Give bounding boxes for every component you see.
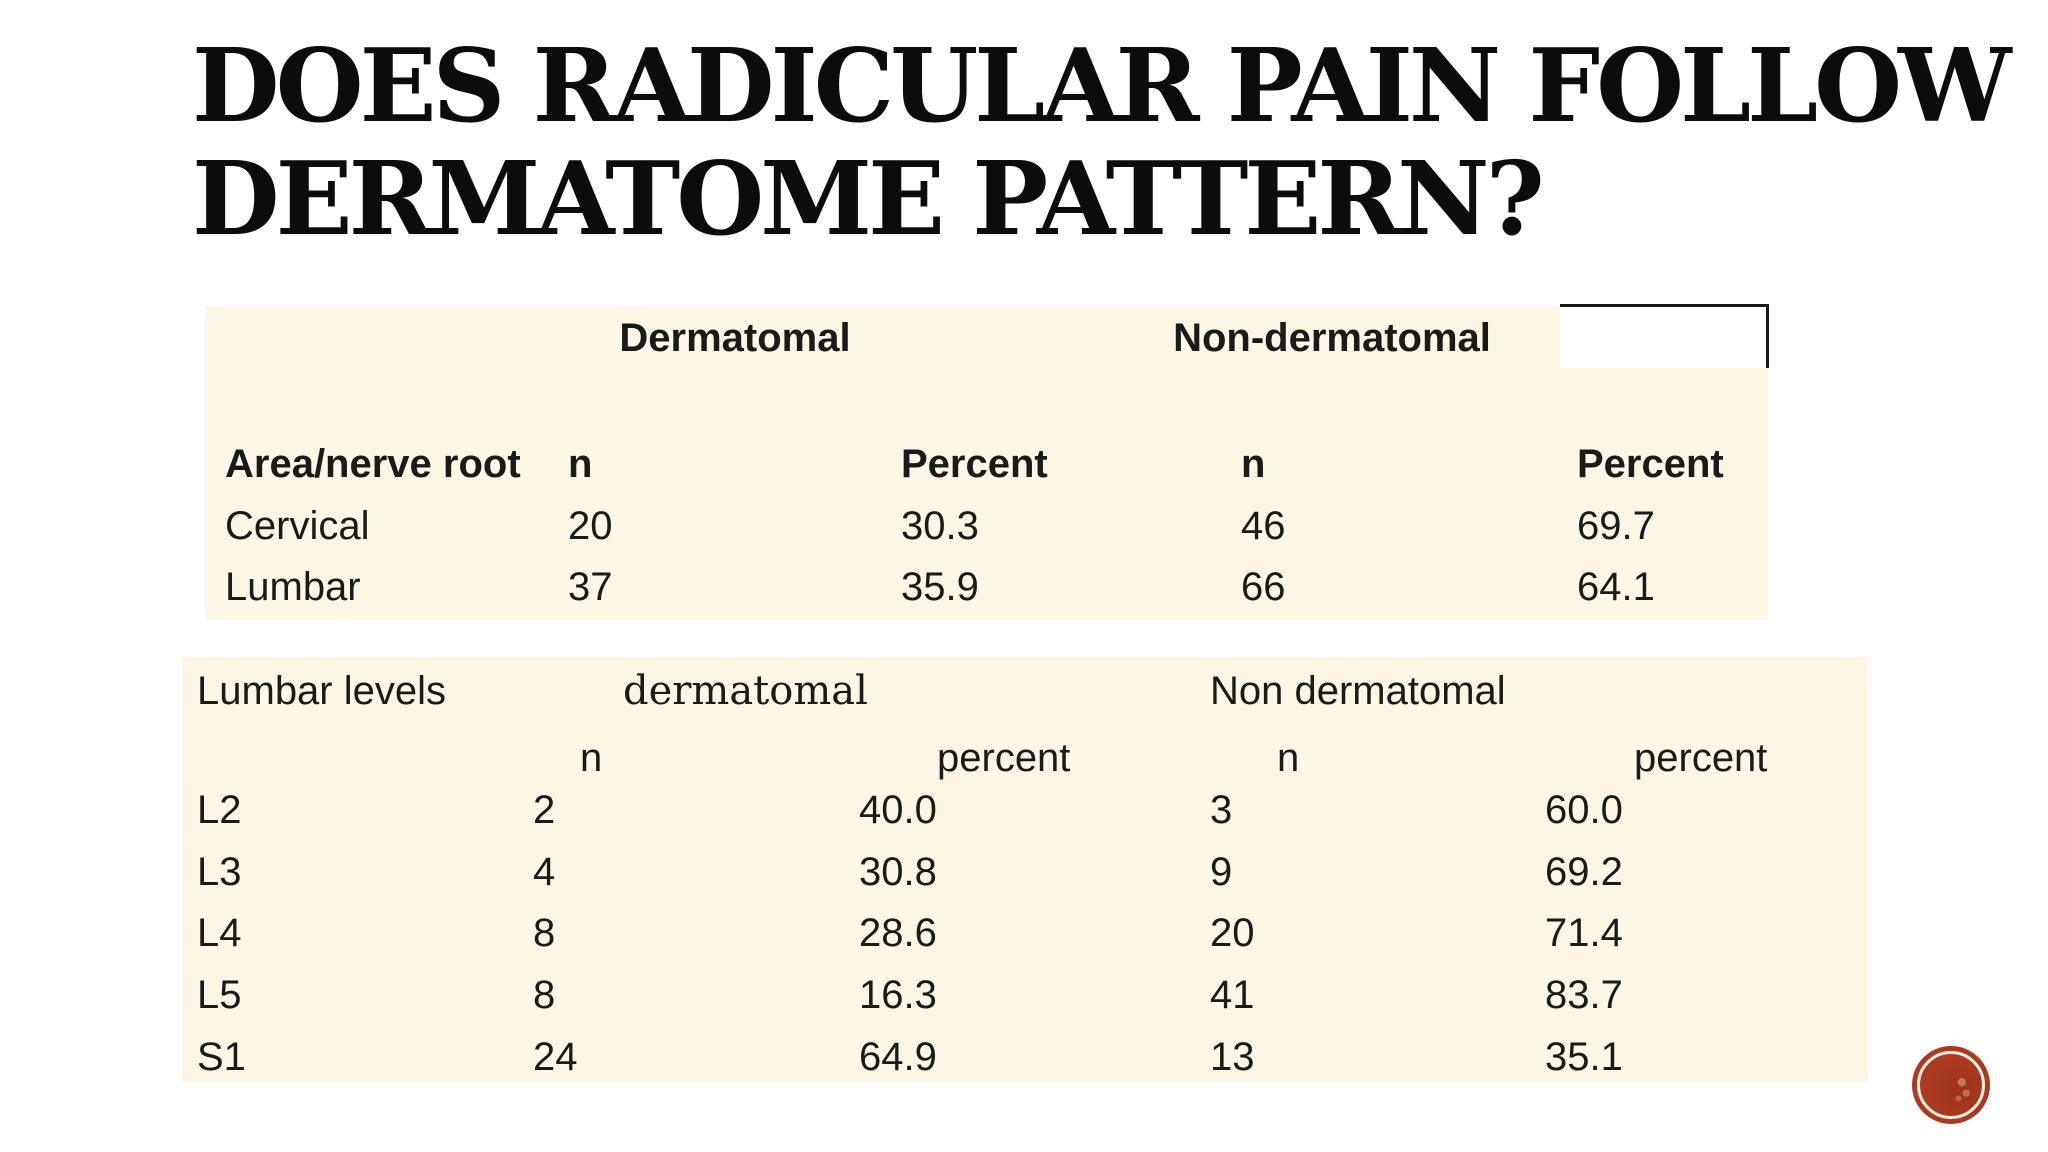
table-cell: L4 (197, 911, 242, 955)
table-cell: 64.1 (1577, 565, 1655, 609)
grunge-stamp-circle-icon (1912, 1046, 1990, 1124)
column-header-percent1: percent (937, 736, 1071, 780)
table-cell: L2 (197, 788, 242, 832)
table-cell: 28.6 (859, 911, 937, 955)
table-cell: 16.3 (859, 973, 937, 1017)
table-cell: 8 (533, 973, 556, 1017)
table-cell: 41 (1210, 973, 1255, 1017)
table-cell: 35.1 (1545, 1035, 1623, 1079)
table-cell: 60.0 (1545, 788, 1623, 832)
table-cell: 37 (568, 565, 613, 609)
blank-callout-box (1560, 304, 1769, 368)
table-cell: 83.7 (1545, 973, 1623, 1017)
summary-table: Dermatomal Non-dermatomal Area/nerve roo… (205, 307, 1768, 620)
column-header-area: Area/nerve root (225, 442, 521, 486)
table-cell: 69.7 (1577, 504, 1655, 548)
table-cell: 3 (1210, 788, 1233, 832)
table-cell: 8 (533, 911, 556, 955)
column-header-percent2: Percent (1577, 442, 1724, 486)
table-cell: S1 (197, 1035, 246, 1079)
slide-title-line2: DERMATOME PATTERN? (192, 139, 1545, 258)
table-cell: 30.8 (859, 850, 937, 894)
lumbar-table: Lumbar levels dermatomal Non dermatomal … (182, 657, 1868, 1082)
table-cell: 35.9 (901, 565, 979, 609)
table-cell: 20 (568, 504, 613, 548)
table-cell: 13 (1210, 1035, 1255, 1079)
table-cell: L5 (197, 973, 242, 1017)
table-cell: 40.0 (859, 788, 937, 832)
column-header-n2: n (1277, 736, 1300, 780)
table-cell: 64.9 (859, 1035, 937, 1079)
table-cell: 66 (1241, 565, 1286, 609)
table-cell: Cervical (225, 504, 370, 548)
column-header-n1: n (568, 442, 593, 486)
row-header-lumbar-levels: Lumbar levels (197, 669, 447, 713)
column-header-n1: n (580, 736, 603, 780)
group-header-dermatomal: Dermatomal (619, 316, 851, 360)
table-cell: 30.3 (901, 504, 979, 548)
group-header-non-dermatomal: Non-dermatomal (1173, 316, 1491, 360)
table-cell: 2 (533, 788, 556, 832)
table-cell: 69.2 (1545, 850, 1623, 894)
table-cell: 4 (533, 850, 556, 894)
table-cell: Lumbar (225, 565, 361, 609)
table-cell: 20 (1210, 911, 1255, 955)
column-header-percent1: Percent (901, 442, 1048, 486)
table-cell: 71.4 (1545, 911, 1623, 955)
column-header-n2: n (1241, 442, 1266, 486)
table-cell: 24 (533, 1035, 578, 1079)
table-cell: 9 (1210, 850, 1233, 894)
slide-title-line1: DOES RADICULAR PAIN FOLLOW (192, 26, 2012, 145)
slide-title: DOES RADICULAR PAIN FOLLOW DERMATOME PAT… (192, 26, 2012, 258)
table-cell: L3 (197, 850, 242, 894)
column-header-percent2: percent (1634, 736, 1768, 780)
group-header-non-dermatomal: Non dermatomal (1210, 669, 1506, 713)
table-cell: 46 (1241, 504, 1286, 548)
group-header-dermatomal: dermatomal (623, 668, 868, 714)
